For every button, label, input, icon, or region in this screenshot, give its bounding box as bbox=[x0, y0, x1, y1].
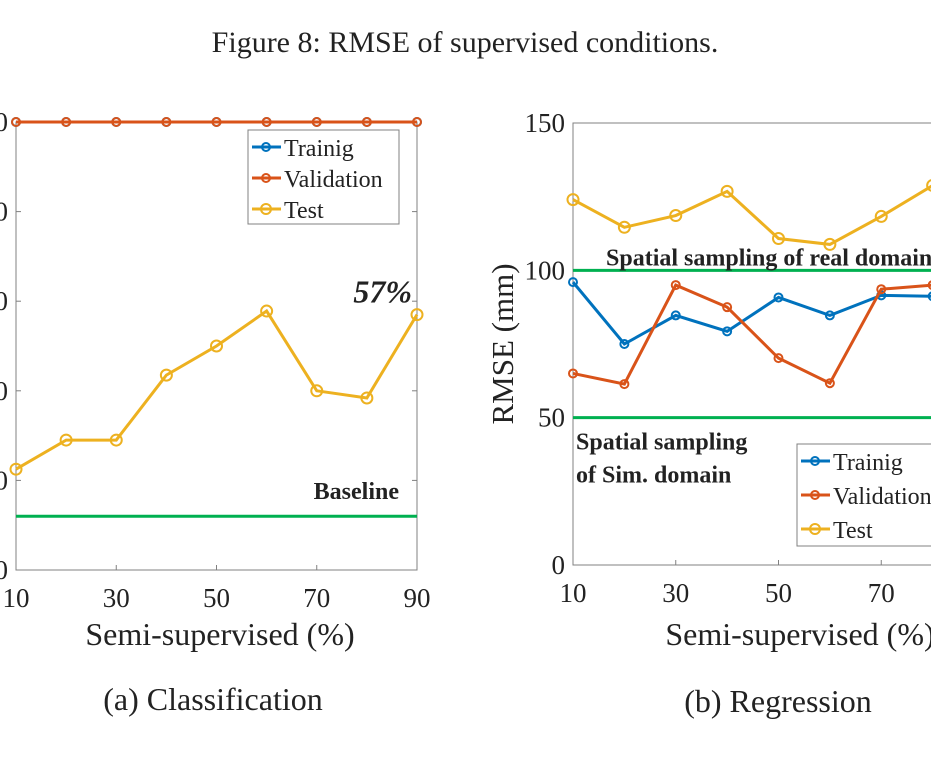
annotation-label: 57% bbox=[353, 274, 412, 310]
data-point bbox=[773, 353, 784, 364]
data-point bbox=[824, 310, 835, 321]
legend-label: Validation bbox=[284, 167, 383, 193]
series-line-test bbox=[572, 184, 931, 246]
legend: Trainig Validation Test bbox=[247, 129, 400, 225]
x-axis-label: Semi-supervised (%) bbox=[85, 616, 354, 652]
legend-label: Test bbox=[833, 518, 873, 544]
data-point bbox=[772, 232, 785, 246]
x-tick-label: 50 bbox=[203, 583, 230, 613]
data-point bbox=[11, 117, 21, 127]
data-point bbox=[568, 277, 578, 288]
data-point bbox=[568, 368, 578, 379]
data-point bbox=[9, 462, 23, 476]
y-tick-label: 20 bbox=[0, 465, 8, 495]
series-line-validation bbox=[572, 283, 931, 386]
data-point bbox=[926, 179, 931, 192]
chart-classification: 10 30 50 70 90 0 20 40 60 80 100 Semi-supervised (%… bbox=[0, 107, 431, 717]
legend-label: Validation bbox=[833, 484, 931, 510]
data-point bbox=[109, 433, 123, 447]
x-tick-label: 90 bbox=[404, 583, 431, 613]
data-point bbox=[261, 117, 272, 127]
reference-label: Spatial sampling of real domain bbox=[606, 245, 931, 271]
x-tick-label: 30 bbox=[103, 583, 130, 613]
data-point bbox=[927, 291, 931, 301]
series-line-trainig bbox=[571, 281, 931, 346]
legend-label: Test bbox=[284, 198, 324, 224]
chart-regression: 1030507090050100150Semi-supervised (%)RM… bbox=[485, 108, 931, 719]
reference-label: of Sim. domain bbox=[576, 463, 731, 489]
data-point bbox=[310, 384, 324, 398]
data-point bbox=[619, 379, 630, 390]
legend-marker bbox=[810, 456, 820, 466]
data-point bbox=[773, 292, 784, 303]
legend: Trainig Validation Test bbox=[796, 443, 931, 547]
x-tick-label: 70 bbox=[868, 578, 895, 608]
data-point bbox=[566, 193, 580, 207]
legend-label: Trainig bbox=[833, 450, 903, 476]
data-point bbox=[670, 280, 681, 291]
data-point bbox=[211, 117, 222, 127]
legend-marker bbox=[260, 203, 272, 215]
y-tick-label: 80 bbox=[0, 197, 8, 227]
x-tick-label: 70 bbox=[303, 583, 330, 613]
y-tick-label: 0 bbox=[552, 550, 566, 580]
data-point bbox=[617, 220, 631, 234]
x-axis-label: Semi-supervised (%) bbox=[665, 616, 931, 652]
y-tick-label: 50 bbox=[538, 403, 565, 433]
data-point bbox=[876, 284, 887, 295]
y-tick-label: 40 bbox=[0, 376, 8, 406]
legend-marker bbox=[810, 490, 820, 500]
data-point bbox=[722, 302, 733, 313]
data-point bbox=[722, 326, 733, 337]
data-point bbox=[260, 304, 274, 318]
chart-caption: (a) Classification bbox=[103, 681, 322, 717]
data-point bbox=[412, 117, 422, 127]
data-point bbox=[360, 391, 374, 405]
data-point bbox=[670, 310, 681, 321]
y-axis-label: RMSE (mm) bbox=[485, 263, 520, 424]
legend-marker bbox=[261, 173, 271, 183]
data-point bbox=[210, 339, 223, 353]
data-point bbox=[823, 237, 837, 251]
data-point bbox=[410, 308, 424, 322]
legend-marker bbox=[261, 142, 271, 152]
data-point bbox=[874, 209, 888, 223]
x-tick-label: 30 bbox=[662, 578, 689, 608]
series-line-test bbox=[15, 308, 419, 471]
data-point bbox=[824, 378, 835, 389]
data-point bbox=[111, 117, 122, 127]
data-point bbox=[619, 339, 630, 349]
y-tick-label: 60 bbox=[0, 286, 8, 316]
y-tick-label: 150 bbox=[525, 108, 566, 138]
legend-label: Trainig bbox=[284, 136, 354, 162]
data-point bbox=[59, 433, 73, 447]
figure-title: Figure 8: RMSE of supervised conditions. bbox=[212, 26, 719, 59]
x-tick-label: 50 bbox=[765, 578, 792, 608]
reference-label: Baseline bbox=[314, 479, 400, 505]
legend-marker bbox=[809, 523, 821, 535]
data-point bbox=[159, 368, 173, 382]
data-point bbox=[720, 184, 734, 198]
x-tick-label: 10 bbox=[3, 583, 30, 613]
y-tick-label: 100 bbox=[0, 107, 8, 137]
y-tick-label: 0 bbox=[0, 555, 8, 585]
reference-label: Spatial sampling bbox=[576, 430, 747, 456]
data-point bbox=[927, 280, 931, 290]
data-point bbox=[669, 209, 683, 223]
chart-caption: (b) Regression bbox=[684, 683, 872, 719]
x-tick-label: 10 bbox=[560, 578, 587, 608]
data-point bbox=[161, 117, 172, 127]
data-point bbox=[361, 117, 372, 127]
data-point bbox=[311, 117, 322, 127]
data-point bbox=[61, 117, 72, 127]
y-tick-label: 100 bbox=[525, 255, 566, 285]
